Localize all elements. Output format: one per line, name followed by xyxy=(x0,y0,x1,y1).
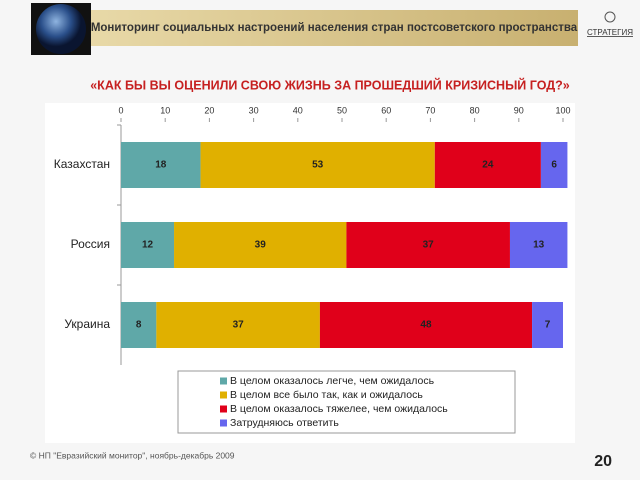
footer-source: © НП "Евразийский монитор", ноябрь-декаб… xyxy=(30,450,235,460)
legend-swatch xyxy=(220,419,227,427)
bar-segment xyxy=(156,302,320,348)
header-bar xyxy=(88,10,578,46)
legend-swatch xyxy=(220,391,227,399)
logo-text: СТРАТЕГИЯ xyxy=(587,28,633,37)
x-tick-label: 80 xyxy=(470,105,480,115)
page-number: 20 xyxy=(594,453,612,470)
bar-segment xyxy=(434,142,541,188)
globe xyxy=(36,4,86,54)
bar-segment xyxy=(346,222,510,268)
data-label: 39 xyxy=(255,240,267,251)
legend-swatch xyxy=(220,405,227,413)
bar-segment xyxy=(174,222,347,268)
data-label: 6 xyxy=(551,160,557,171)
data-label: 12 xyxy=(142,240,154,251)
chart-title: «КАК БЫ ВЫ ОЦЕНИЛИ СВОЮ ЖИЗНЬ ЗА ПРОШЕДШ… xyxy=(90,77,570,92)
bar-segment xyxy=(121,302,157,348)
x-tick-label: 0 xyxy=(118,105,123,115)
data-label: 37 xyxy=(233,320,245,331)
legend xyxy=(177,370,516,434)
x-tick-label: 50 xyxy=(337,105,347,115)
data-label: 53 xyxy=(312,160,324,171)
data-label: 7 xyxy=(545,320,551,331)
x-tick-label: 20 xyxy=(204,105,214,115)
legend-label: Затрудняюсь ответить xyxy=(230,417,339,429)
x-tick-label: 30 xyxy=(249,105,259,115)
data-label: 18 xyxy=(155,160,167,171)
bar-segment xyxy=(532,302,563,348)
header-title: Мониторинг социальных настроений населен… xyxy=(91,22,578,34)
bar-segment xyxy=(319,302,533,348)
data-label: 48 xyxy=(420,320,432,331)
logo-icon xyxy=(604,11,616,23)
bar-segment xyxy=(121,222,175,268)
legend-label: В целом все было так, как и ожидалось xyxy=(230,389,423,401)
y-tick-label: Украина xyxy=(64,317,110,331)
legend-swatch xyxy=(220,377,227,385)
x-tick-label: 90 xyxy=(514,105,524,115)
x-tick-label: 40 xyxy=(293,105,303,115)
x-tick-label: 70 xyxy=(425,105,435,115)
data-label: 8 xyxy=(136,320,142,331)
bar-segment xyxy=(540,142,568,188)
legend-label: В целом оказалось тяжелее, чем ожидалось xyxy=(230,403,448,415)
x-tick-label: 100 xyxy=(555,105,570,115)
y-tick-label: Казахстан xyxy=(54,157,110,171)
data-label: 24 xyxy=(482,160,494,171)
legend-label: В целом оказалось легче, чем ожидалось xyxy=(230,375,435,387)
y-tick-label: Россия xyxy=(71,237,110,251)
x-tick-label: 10 xyxy=(160,105,170,115)
x-tick-label: 60 xyxy=(381,105,391,115)
bar-segment xyxy=(121,142,201,188)
bar-segment xyxy=(509,222,568,268)
bar-segment xyxy=(200,142,435,188)
data-label: 13 xyxy=(533,240,545,251)
data-label: 37 xyxy=(423,240,435,251)
